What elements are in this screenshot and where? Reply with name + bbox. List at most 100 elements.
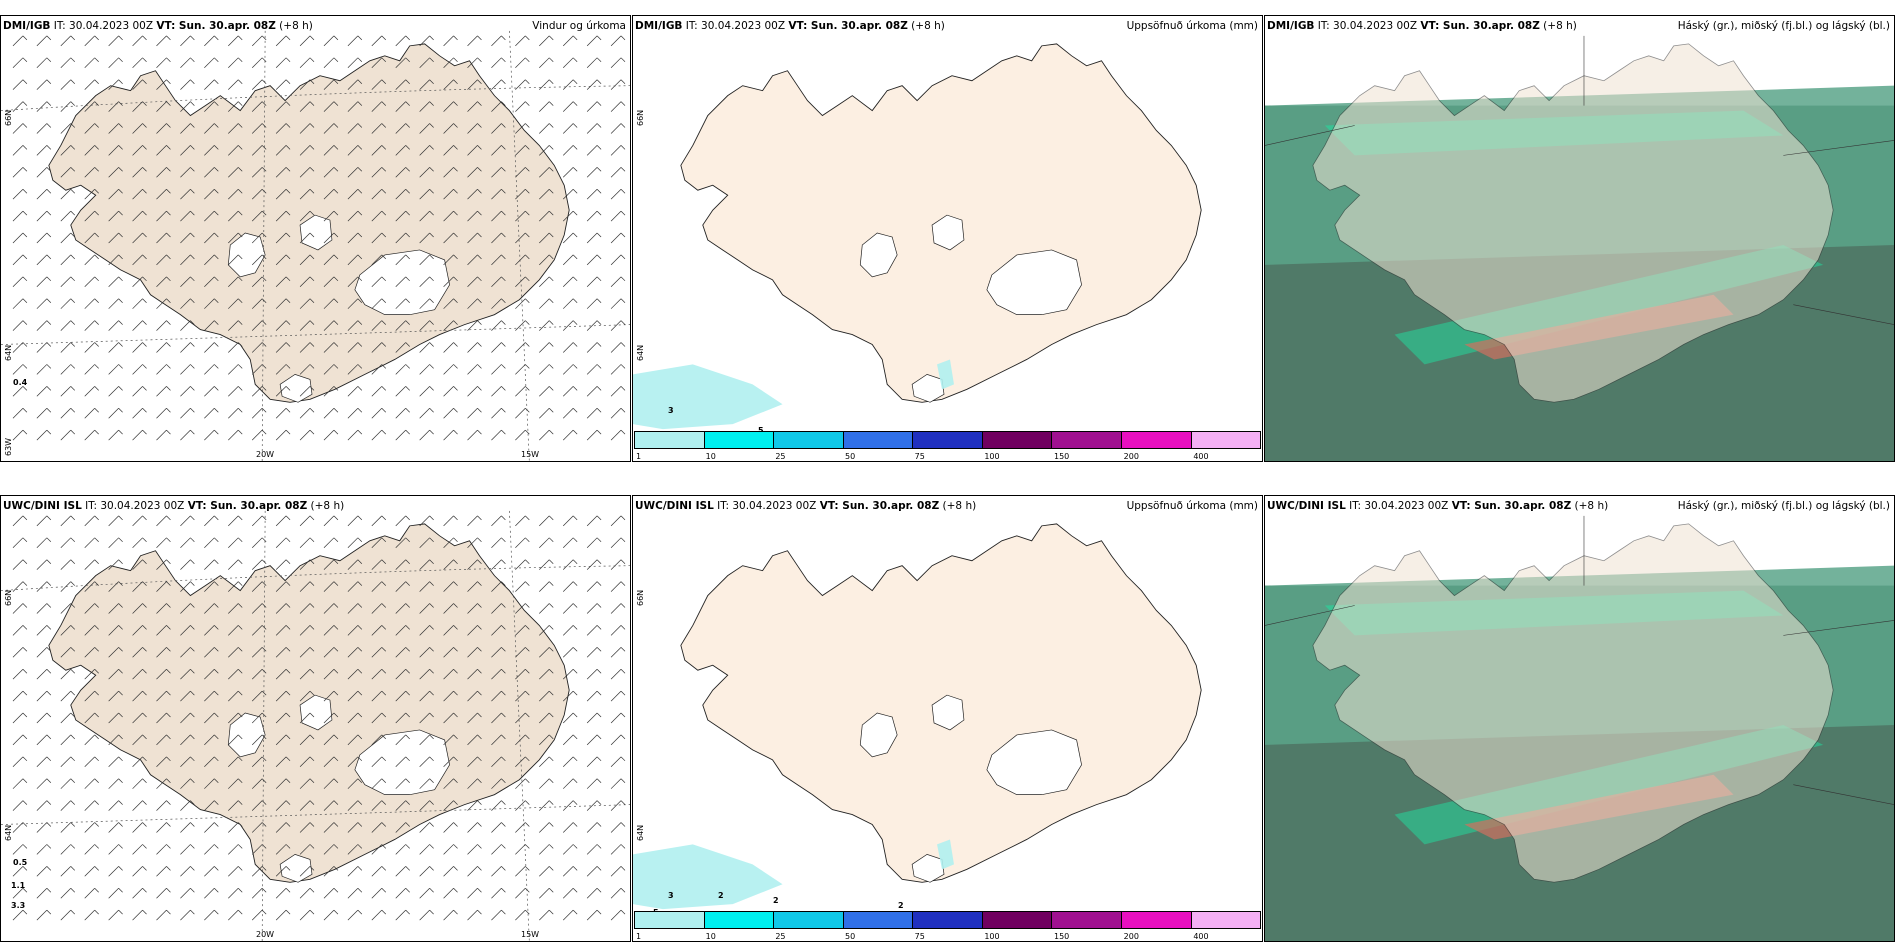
- model-source: DMI/IGB: [635, 20, 683, 32]
- valid-time: VT: Sun. 30.apr. 08Z: [788, 20, 908, 32]
- colorbar-swatch: [1121, 432, 1192, 448]
- colorbar-swatch: [913, 912, 983, 928]
- init-time: IT: 30.04.2023 00Z: [682, 20, 789, 32]
- map-canvas: [633, 523, 1202, 910]
- contour-value-label: 0.4: [13, 378, 28, 387]
- init-time: IT: 30.04.2023 00Z: [50, 20, 157, 32]
- valid-time: VT: Sun. 30.apr. 08Z: [1420, 20, 1540, 32]
- precip-colorbar: [634, 431, 1261, 449]
- lead-time: (+8 h): [275, 20, 313, 32]
- map-panel-dmi-precip: DMI/IGB IT: 30.04.2023 00Z VT: Sun. 30.a…: [632, 15, 1263, 462]
- lead-time: (+8 h): [1539, 20, 1577, 32]
- longitude-label: 20W: [256, 450, 275, 459]
- colorbar-tick-label: 10: [705, 452, 716, 461]
- lead-time: (+8 h): [307, 500, 345, 512]
- contour-value-label: 2: [718, 891, 724, 900]
- colorbar-swatch: [1191, 912, 1261, 928]
- panel-header: UWC/DINI ISL IT: 30.04.2023 00Z VT: Sun.…: [635, 500, 976, 512]
- latitude-label: 66N: [636, 109, 645, 126]
- colorbar-ticks: 1 10 25 50 75 100 150 200 400: [634, 929, 1261, 941]
- contour-value-label: 3.3: [11, 901, 26, 910]
- colorbar-tick-label: 25: [775, 452, 786, 461]
- colorbar-swatch: [913, 432, 983, 448]
- latitude-label: 66N: [4, 109, 13, 126]
- colorbar-swatch: [1052, 912, 1122, 928]
- colorbar-tick-label: 150: [1054, 452, 1070, 461]
- colorbar-tick-label: 75: [914, 452, 925, 461]
- valid-time: VT: Sun. 30.apr. 08Z: [819, 500, 940, 512]
- colorbar-tick-label: 50: [845, 452, 856, 461]
- panel-title: Háský (gr.), miðský (fj.bl.) og lágský (…: [1677, 500, 1890, 512]
- latitude-label: 63W: [4, 437, 13, 456]
- panel-header: DMI/IGB IT: 30.04.2023 00Z VT: Sun. 30.a…: [635, 20, 945, 32]
- colorbar-tick-label: 1: [636, 932, 642, 941]
- map-canvas: [1265, 16, 1894, 461]
- colorbar-ticks: 1 10 25 50 75 100 150 200 400: [634, 449, 1261, 461]
- model-source: UWC/DINI ISL: [635, 500, 714, 512]
- colorbar-swatch: [1191, 432, 1261, 448]
- colorbar-tick-label: 100: [984, 932, 1000, 941]
- contour-value-label: 1.1: [11, 881, 26, 890]
- map-panel-uwc-wind: UWC/DINI ISL IT: 30.04.2023 00Z VT: Sun.…: [0, 495, 631, 942]
- colorbar-swatch: [1121, 912, 1192, 928]
- latitude-label: 64N: [4, 344, 13, 361]
- precip-colorbar: [634, 911, 1261, 929]
- model-source: DMI/IGB: [1267, 20, 1315, 32]
- colorbar-tick-label: 1: [636, 452, 642, 461]
- colorbar-tick-label: 100: [984, 452, 1000, 461]
- panel-header: UWC/DINI ISL IT: 30.04.2023 00Z VT: Sun.…: [1267, 500, 1608, 512]
- longitude-label: 20W: [256, 930, 275, 939]
- contour-value-label: 2: [773, 896, 779, 905]
- colorbar-swatch: [635, 432, 705, 448]
- colorbar-tick-label: 150: [1054, 932, 1070, 941]
- contour-value-label: 5: [758, 426, 764, 435]
- panel-header: UWC/DINI ISL IT: 30.04.2023 00Z VT: Sun.…: [3, 500, 344, 512]
- init-time: IT: 30.04.2023 00Z: [1314, 20, 1421, 32]
- longitude-label: 15W: [521, 450, 540, 459]
- map-panel-uwc-cloud: UWC/DINI ISL IT: 30.04.2023 00Z VT: Sun.…: [1264, 495, 1895, 942]
- lead-time: (+8 h): [907, 20, 945, 32]
- colorbar-tick-label: 200: [1123, 932, 1139, 941]
- colorbar-swatch: [774, 432, 844, 448]
- colorbar-swatch: [982, 912, 1053, 928]
- valid-time: VT: Sun. 30.apr. 08Z: [156, 20, 276, 32]
- colorbar-tick-label: 75: [914, 932, 925, 941]
- map-panel-dmi-wind: DMI/IGB IT: 30.04.2023 00Z VT: Sun. 30.a…: [0, 15, 631, 462]
- latitude-label: 66N: [4, 589, 13, 606]
- colorbar-swatch: [843, 912, 914, 928]
- panel-title: Uppsöfnuð úrkoma (mm): [1126, 20, 1258, 32]
- map-panel-uwc-precip: UWC/DINI ISL IT: 30.04.2023 00Z VT: Sun.…: [632, 495, 1263, 942]
- panel-title: Uppsöfnuð úrkoma (mm): [1126, 500, 1258, 512]
- colorbar-tick-label: 200: [1123, 452, 1139, 461]
- colorbar-tick-label: 25: [775, 932, 786, 941]
- contour-value-label: 3: [668, 406, 674, 415]
- map-canvas: [1, 30, 630, 461]
- colorbar-swatch: [774, 912, 844, 928]
- map-canvas: [633, 43, 1202, 430]
- latitude-label: 64N: [4, 824, 13, 841]
- model-source: UWC/DINI ISL: [1267, 500, 1346, 512]
- panel-header: DMI/IGB IT: 30.04.2023 00Z VT: Sun. 30.a…: [1267, 20, 1577, 32]
- colorbar-tick-label: 10: [705, 932, 716, 941]
- colorbar-swatch: [704, 432, 775, 448]
- contour-value-label: 2: [898, 901, 904, 910]
- colorbar-swatch: [704, 912, 775, 928]
- panel-title: Háský (gr.), miðský (fj.bl.) og lágský (…: [1677, 20, 1890, 32]
- colorbar-tick-label: 400: [1193, 452, 1209, 461]
- colorbar-tick-label: 400: [1193, 932, 1209, 941]
- contour-value-label: 3: [668, 891, 674, 900]
- lead-time: (+8 h): [939, 500, 977, 512]
- valid-time: VT: Sun. 30.apr. 08Z: [187, 500, 308, 512]
- init-time: IT: 30.04.2023 00Z: [713, 500, 820, 512]
- map-canvas: [1265, 496, 1894, 941]
- model-source: DMI/IGB: [3, 20, 51, 32]
- latitude-label: 64N: [636, 344, 645, 361]
- colorbar-swatch: [982, 432, 1053, 448]
- map-canvas: [1, 510, 630, 941]
- map-panel-dmi-cloud: DMI/IGB IT: 30.04.2023 00Z VT: Sun. 30.a…: [1264, 15, 1895, 462]
- latitude-label: 66N: [636, 589, 645, 606]
- contour-value-label: 0.5: [13, 858, 28, 867]
- init-time: IT: 30.04.2023 00Z: [1345, 500, 1452, 512]
- init-time: IT: 30.04.2023 00Z: [81, 500, 188, 512]
- colorbar-tick-label: 50: [845, 932, 856, 941]
